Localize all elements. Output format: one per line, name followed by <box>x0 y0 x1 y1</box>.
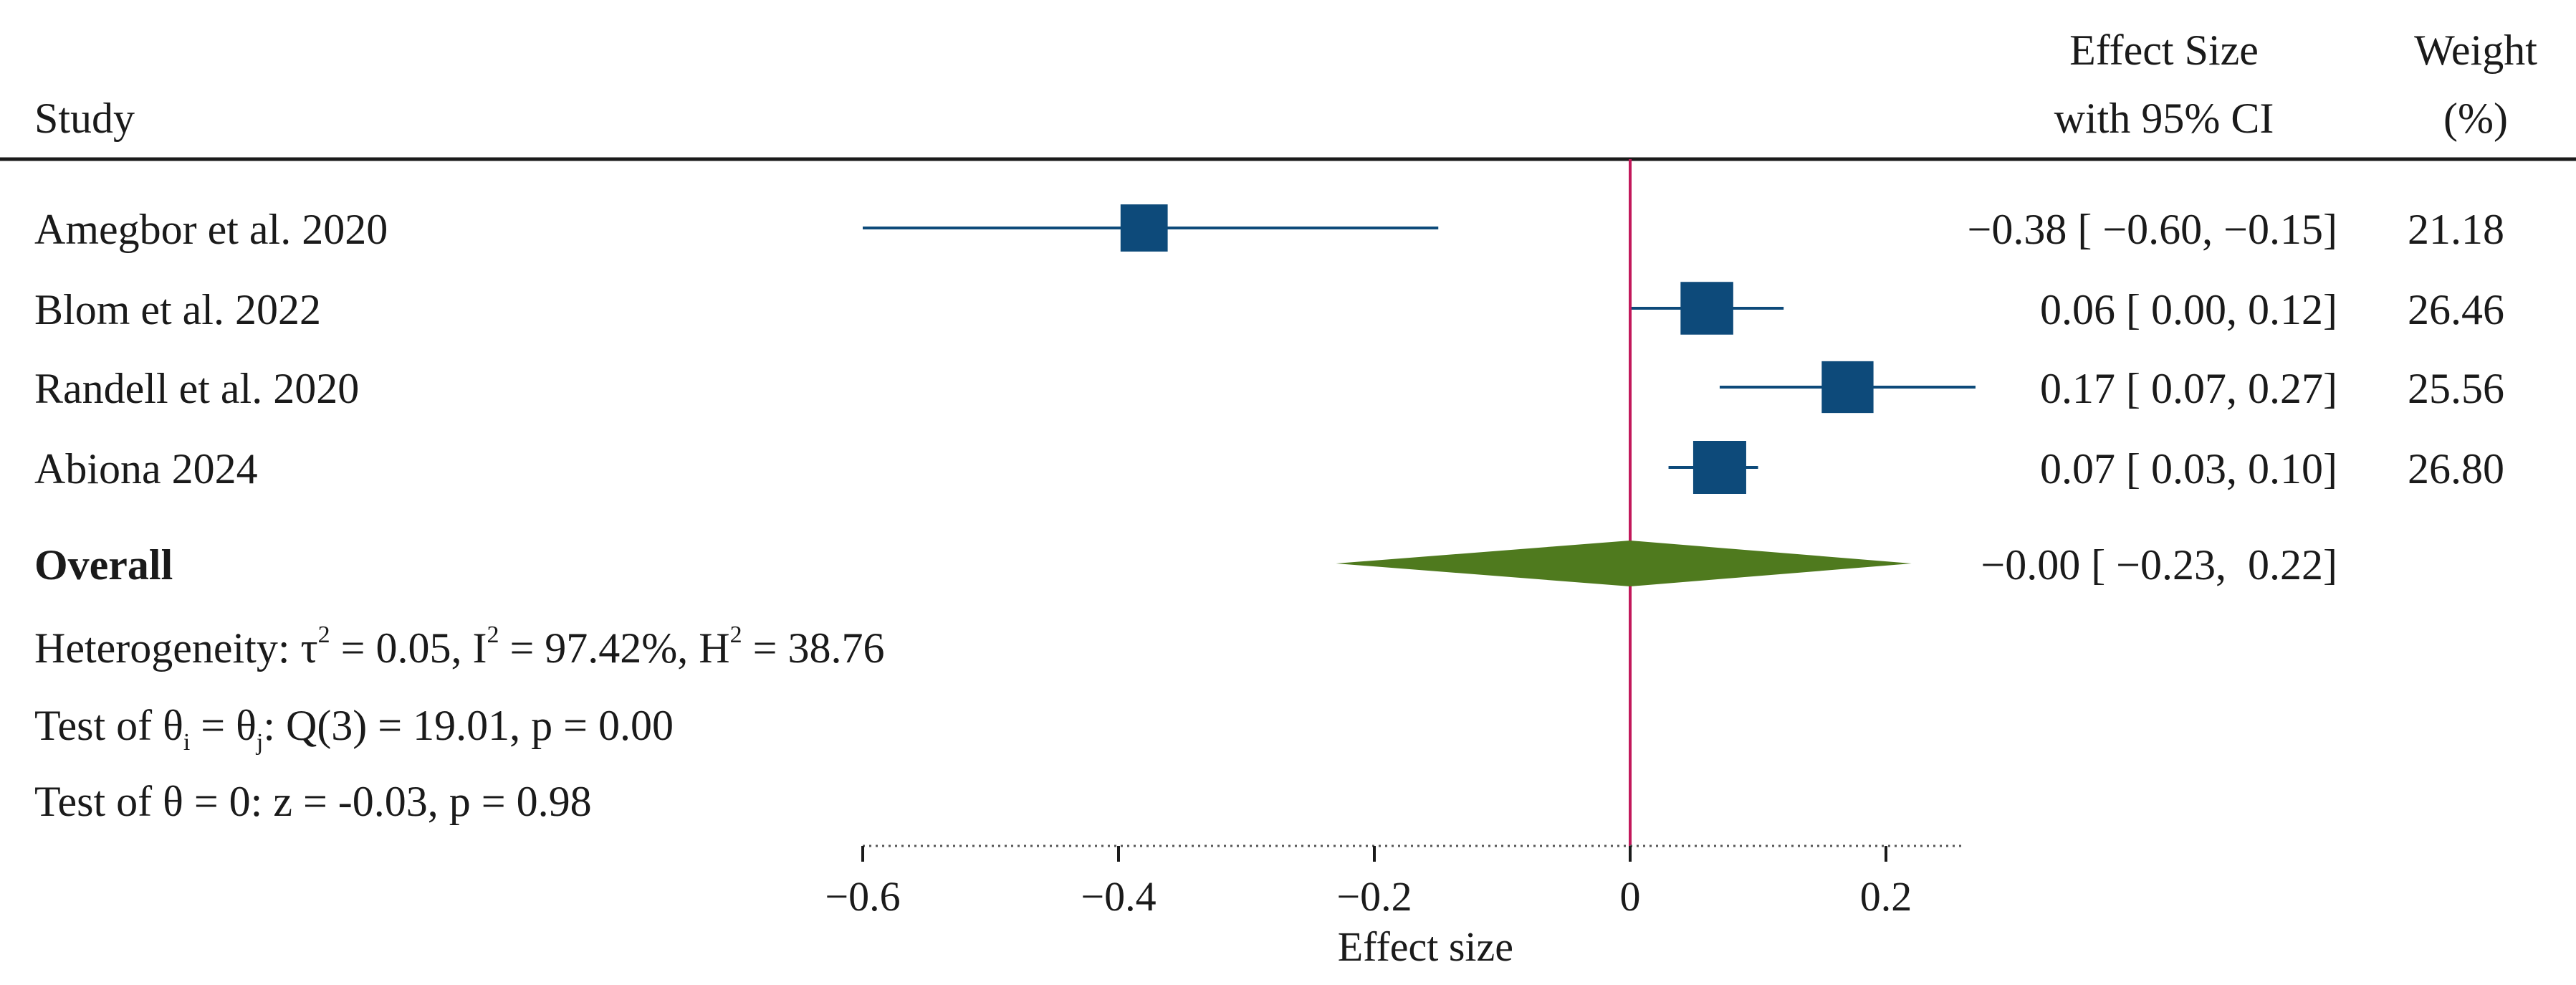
study-row: Blom et al. 2022 0.06 [ 0.00, 0.12] 26.46 <box>34 282 2504 335</box>
overall-ci-text: −0.00 [ −0.23, 0.22] <box>1981 541 2337 589</box>
header-study: Study <box>34 95 135 142</box>
study-weight: 26.80 <box>2408 445 2504 492</box>
study-name: Randell et al. 2020 <box>34 365 359 412</box>
study-weight: 21.18 <box>2408 206 2504 253</box>
study-effect-marker <box>1692 441 1746 494</box>
study-name: Amegbor et al. 2020 <box>34 206 388 253</box>
overall-label: Overall <box>34 541 173 589</box>
x-axis: −0.6 −0.4 −0.2 0 0.2 <box>825 844 1963 920</box>
study-effect-marker <box>1821 361 1874 414</box>
test-equality: Test of θi = θj: Q(3) = 19.01, p = 0.00 <box>34 702 674 756</box>
x-tick-label: 0 <box>1620 873 1641 920</box>
x-tick-label: −0.2 <box>1336 873 1412 920</box>
header-weight-line1: Weight <box>2414 27 2537 74</box>
study-weight: 26.46 <box>2408 286 2504 333</box>
study-ci-text: −0.38 [ −0.60, −0.15] <box>1968 206 2337 253</box>
study-effect-marker <box>1680 282 1733 335</box>
study-row: Randell et al. 2020 0.17 [ 0.07, 0.27] 25.… <box>34 361 2504 414</box>
x-tick-label: −0.4 <box>1081 873 1156 920</box>
study-rows: Amegbor et al. 2020 −0.38 [ −0.60, −0.15]… <box>34 204 2504 494</box>
study-row: Amegbor et al. 2020 −0.38 [ −0.60, −0.15]… <box>34 204 2504 253</box>
study-ci-text: 0.17 [ 0.07, 0.27] <box>2040 365 2337 412</box>
study-name: Abiona 2024 <box>34 445 258 492</box>
overall-diamond <box>1336 541 1912 586</box>
study-ci-text: 0.06 [ 0.00, 0.12] <box>2040 286 2337 333</box>
header-effect-line1: Effect Size <box>2069 27 2259 74</box>
test-zero: Test of θ = 0: z = -0.03, p = 0.98 <box>34 778 592 825</box>
x-tick-label: −0.6 <box>825 873 900 920</box>
heterogeneity-stats: Heterogeneity: τ2 = 0.05, I2 = 97.42%, H… <box>34 622 884 672</box>
study-row: Abiona 2024 0.07 [ 0.03, 0.10] 26.80 <box>34 441 2504 494</box>
x-axis-title: Effect size <box>1338 923 1513 970</box>
header-weight-line2: (%) <box>2443 95 2508 142</box>
study-name: Blom et al. 2022 <box>34 286 321 333</box>
header-effect-line2: with 95% CI <box>2054 95 2274 142</box>
study-ci-text: 0.07 [ 0.03, 0.10] <box>2040 445 2337 492</box>
study-weight: 25.56 <box>2408 365 2504 412</box>
study-effect-marker <box>1120 204 1168 252</box>
x-tick-label: 0.2 <box>1860 873 1912 920</box>
